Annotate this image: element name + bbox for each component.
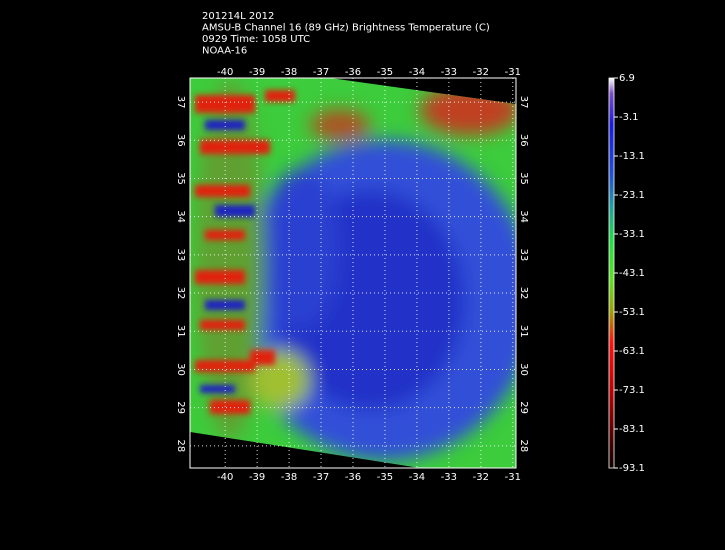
lat-label-right: 37 — [518, 96, 529, 109]
header-line: NOAA-16 — [202, 46, 247, 57]
colorbar — [608, 77, 615, 469]
lon-label-top: -32 — [473, 67, 489, 78]
brightness-image — [190, 78, 516, 468]
map-border — [189, 77, 517, 469]
lat-label-left: 28 — [175, 439, 186, 452]
lat-label-left: 30 — [175, 363, 186, 376]
lat-label-left: 32 — [175, 287, 186, 300]
lon-label-top: -36 — [345, 67, 361, 78]
lat-label-left: 34 — [175, 210, 186, 223]
lon-label-top: -31 — [505, 67, 521, 78]
colorbar-label: -43.1 — [619, 268, 645, 279]
colorbar-label: -73.1 — [619, 385, 645, 396]
colorbar-label: 6.9 — [619, 73, 635, 84]
lon-label-top: -34 — [409, 67, 425, 78]
colorbar-label: -63.1 — [619, 346, 645, 357]
lat-label-left: 29 — [175, 401, 186, 414]
lat-label-right: 36 — [518, 134, 529, 147]
colorbar-label: -53.1 — [619, 307, 645, 318]
lon-label-bottom: -39 — [249, 472, 265, 483]
lat-label-right: 34 — [518, 210, 529, 223]
lon-label-top: -35 — [377, 67, 393, 78]
header-line: 201214L 2012 — [202, 11, 274, 22]
lat-label-left: 35 — [175, 172, 186, 185]
lon-label-bottom: -34 — [409, 472, 425, 483]
lat-label-right: 32 — [518, 287, 529, 300]
colorbar-label: -23.1 — [619, 190, 645, 201]
lat-label-left: 33 — [175, 248, 186, 261]
lon-label-bottom: -33 — [441, 472, 457, 483]
lon-label-bottom: -40 — [217, 472, 233, 483]
lon-label-bottom: -37 — [313, 472, 329, 483]
lon-label-top: -38 — [281, 67, 297, 78]
colorbar-label: -33.1 — [619, 229, 645, 240]
lon-label-top: -33 — [441, 67, 457, 78]
lon-label-bottom: -36 — [345, 472, 361, 483]
lat-label-right: 30 — [518, 363, 529, 376]
colorbar-label: -83.1 — [619, 424, 645, 435]
header-line: 0929 Time: 1058 UTC — [202, 34, 310, 45]
lon-label-bottom: -32 — [473, 472, 489, 483]
lat-label-right: 29 — [518, 401, 529, 414]
colorbar-label: -93.1 — [619, 463, 645, 474]
colorbar-label: -13.1 — [619, 151, 645, 162]
colorbar-label: -3.1 — [619, 112, 639, 123]
lon-label-top: -37 — [313, 67, 329, 78]
lon-label-top: -40 — [217, 67, 233, 78]
lon-label-bottom: -35 — [377, 472, 393, 483]
lat-label-right: 31 — [518, 325, 529, 338]
lon-label-bottom: -38 — [281, 472, 297, 483]
lat-label-left: 31 — [175, 325, 186, 338]
lat-label-right: 28 — [518, 439, 529, 452]
header-line: AMSU-B Channel 16 (89 GHz) Brightness Te… — [202, 23, 490, 34]
lat-label-left: 36 — [175, 134, 186, 147]
lon-label-bottom: -31 — [505, 472, 521, 483]
lat-label-left: 37 — [175, 96, 186, 109]
lat-label-right: 33 — [518, 248, 529, 261]
lon-label-top: -39 — [249, 67, 265, 78]
lat-label-right: 35 — [518, 172, 529, 185]
